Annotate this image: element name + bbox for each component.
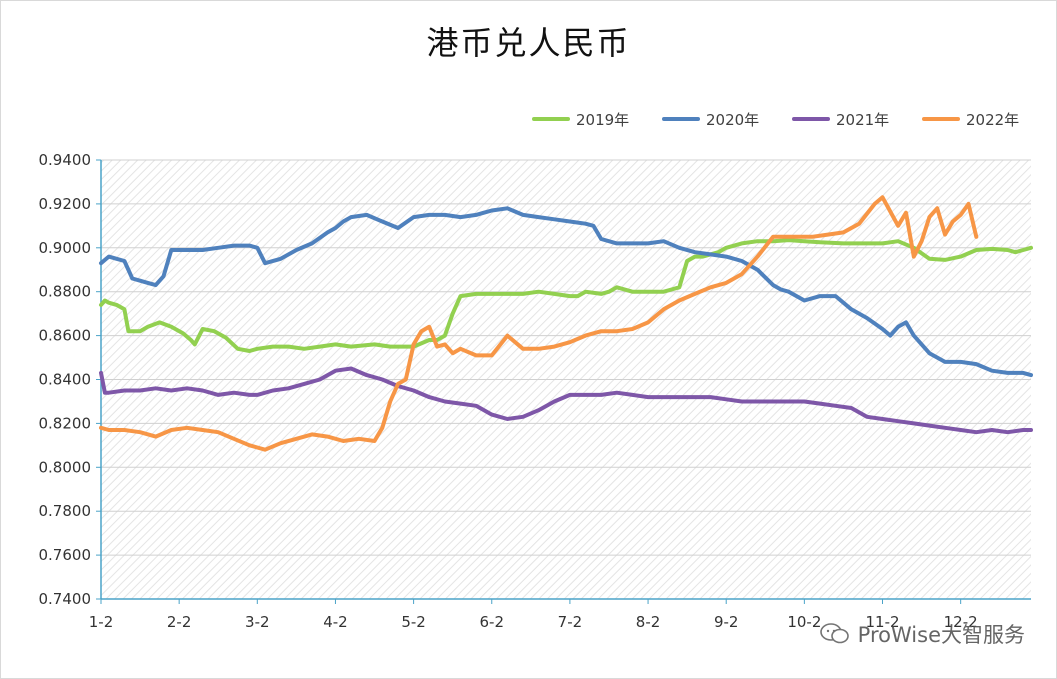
wechat-icon: [819, 623, 849, 644]
y-tick-label: 0.9400: [39, 151, 92, 169]
legend-item-2019: 2019年: [532, 108, 629, 130]
x-tick-label: 11-2: [865, 613, 899, 631]
legend-swatch-2021: [792, 117, 830, 121]
legend-item-2020: 2020年: [662, 108, 759, 130]
y-tick-label: 0.7400: [39, 590, 92, 608]
x-tick-label: 1-2: [89, 613, 114, 631]
x-tick-label: 9-2: [714, 613, 739, 631]
legend-swatch-2020: [662, 117, 700, 121]
x-tick-label: 6-2: [480, 613, 505, 631]
series-line-2020年: [99, 206, 1033, 378]
x-tick-label: 7-2: [558, 613, 583, 631]
x-tick-label: 12-2: [944, 613, 978, 631]
axes: 0.9400 0.9200 0.9000 0.8800 0.8600 0.8400 0.82…: [39, 151, 1031, 631]
legend-label-2019: 2019年: [576, 110, 630, 129]
y-tick-label: 0.7800: [39, 502, 92, 520]
x-tick-label: 4-2: [323, 613, 348, 631]
y-tick-label: 0.8800: [39, 283, 92, 301]
chart-title: 港币兑人民币: [426, 24, 631, 62]
y-tick-label: 0.9000: [39, 239, 92, 257]
y-tick-label: 0.8000: [39, 458, 92, 476]
y-tick-label: 0.7600: [39, 546, 92, 564]
watermark: ProWise大智服务: [819, 619, 1025, 649]
x-tick-label: 5-2: [401, 613, 426, 631]
legend-label-2021: 2021年: [836, 110, 890, 129]
series-lines: [99, 195, 1033, 452]
watermark-text: ProWise大智服务: [857, 623, 1025, 647]
legend-label-2022: 2022年: [966, 110, 1020, 129]
legend-item-2022: 2022年: [922, 108, 1019, 130]
y-tick-label: 0.8200: [39, 414, 92, 432]
legend-swatch-2019: [532, 117, 570, 121]
series-line-2021年: [99, 366, 1033, 435]
x-tick-label: 8-2: [636, 613, 661, 631]
legend-label-2020: 2020年: [706, 110, 760, 129]
series-line-2019年: [99, 238, 1033, 353]
y-tick-label: 0.9200: [39, 195, 92, 213]
x-tick-label: 2-2: [167, 613, 192, 631]
series-line-2022年: [99, 195, 979, 452]
legend-item-2021: 2021年: [792, 108, 889, 130]
y-tick-label: 0.8600: [39, 327, 92, 345]
legend-swatch-2022: [922, 117, 960, 121]
y-tick-label: 0.8400: [39, 371, 92, 389]
x-tick-label: 10-2: [787, 613, 821, 631]
x-tick-label: 3-2: [245, 613, 270, 631]
